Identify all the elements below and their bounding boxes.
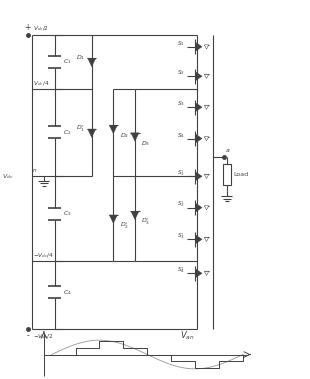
Polygon shape bbox=[195, 42, 202, 51]
Polygon shape bbox=[109, 125, 117, 134]
Polygon shape bbox=[131, 133, 139, 141]
Polygon shape bbox=[195, 269, 202, 278]
Text: $D_1$: $D_1$ bbox=[76, 53, 86, 62]
Text: $V_{dc}/2$: $V_{dc}/2$ bbox=[33, 24, 49, 33]
Polygon shape bbox=[195, 72, 202, 81]
Text: +: + bbox=[25, 23, 31, 32]
Text: $C_1$: $C_1$ bbox=[63, 57, 72, 66]
Text: $S_1'$: $S_1'$ bbox=[177, 168, 185, 178]
Polygon shape bbox=[204, 238, 209, 241]
Text: $D_3$: $D_3$ bbox=[141, 139, 150, 148]
Text: $D_2'$: $D_2'$ bbox=[120, 220, 129, 231]
Text: $-V_{dc}/2$: $-V_{dc}/2$ bbox=[33, 332, 54, 341]
Text: $D_1'$: $D_1'$ bbox=[76, 123, 86, 133]
Text: $-V_{dc}/4$: $-V_{dc}/4$ bbox=[33, 251, 55, 260]
Polygon shape bbox=[204, 174, 209, 179]
Text: $C_3$: $C_3$ bbox=[63, 210, 72, 219]
Text: $S_2$: $S_2$ bbox=[177, 69, 185, 77]
Polygon shape bbox=[88, 58, 96, 67]
Polygon shape bbox=[204, 45, 209, 49]
Text: Load: Load bbox=[234, 172, 249, 177]
Polygon shape bbox=[109, 215, 117, 223]
Polygon shape bbox=[195, 203, 202, 212]
Polygon shape bbox=[195, 235, 202, 244]
Text: $S_1$: $S_1$ bbox=[177, 39, 185, 48]
Text: $S_4$: $S_4$ bbox=[177, 131, 185, 139]
Text: $S_2'$: $S_2'$ bbox=[177, 199, 185, 209]
Text: $D_2$: $D_2$ bbox=[120, 132, 129, 140]
Polygon shape bbox=[195, 103, 202, 112]
Text: $V_{dc}$: $V_{dc}$ bbox=[2, 172, 14, 181]
Text: -: - bbox=[26, 332, 29, 340]
Polygon shape bbox=[195, 172, 202, 181]
Polygon shape bbox=[204, 206, 209, 210]
Polygon shape bbox=[131, 211, 139, 219]
Polygon shape bbox=[204, 105, 209, 110]
Text: $C_4$: $C_4$ bbox=[63, 288, 72, 297]
FancyBboxPatch shape bbox=[223, 164, 231, 185]
Polygon shape bbox=[204, 74, 209, 78]
Polygon shape bbox=[88, 129, 96, 138]
Text: n: n bbox=[33, 169, 37, 174]
Polygon shape bbox=[195, 134, 202, 143]
Text: a: a bbox=[226, 148, 230, 153]
Text: $S_4'$: $S_4'$ bbox=[177, 265, 185, 275]
Text: $V_{dc}/4$: $V_{dc}/4$ bbox=[33, 79, 50, 88]
Polygon shape bbox=[204, 137, 209, 141]
Polygon shape bbox=[204, 271, 209, 276]
Text: $D_3'$: $D_3'$ bbox=[141, 216, 150, 227]
Text: $S_3$: $S_3$ bbox=[177, 99, 185, 108]
Text: $V_{an}$: $V_{an}$ bbox=[180, 330, 194, 342]
Text: $C_2$: $C_2$ bbox=[63, 128, 72, 136]
Text: $S_3'$: $S_3'$ bbox=[177, 231, 185, 241]
